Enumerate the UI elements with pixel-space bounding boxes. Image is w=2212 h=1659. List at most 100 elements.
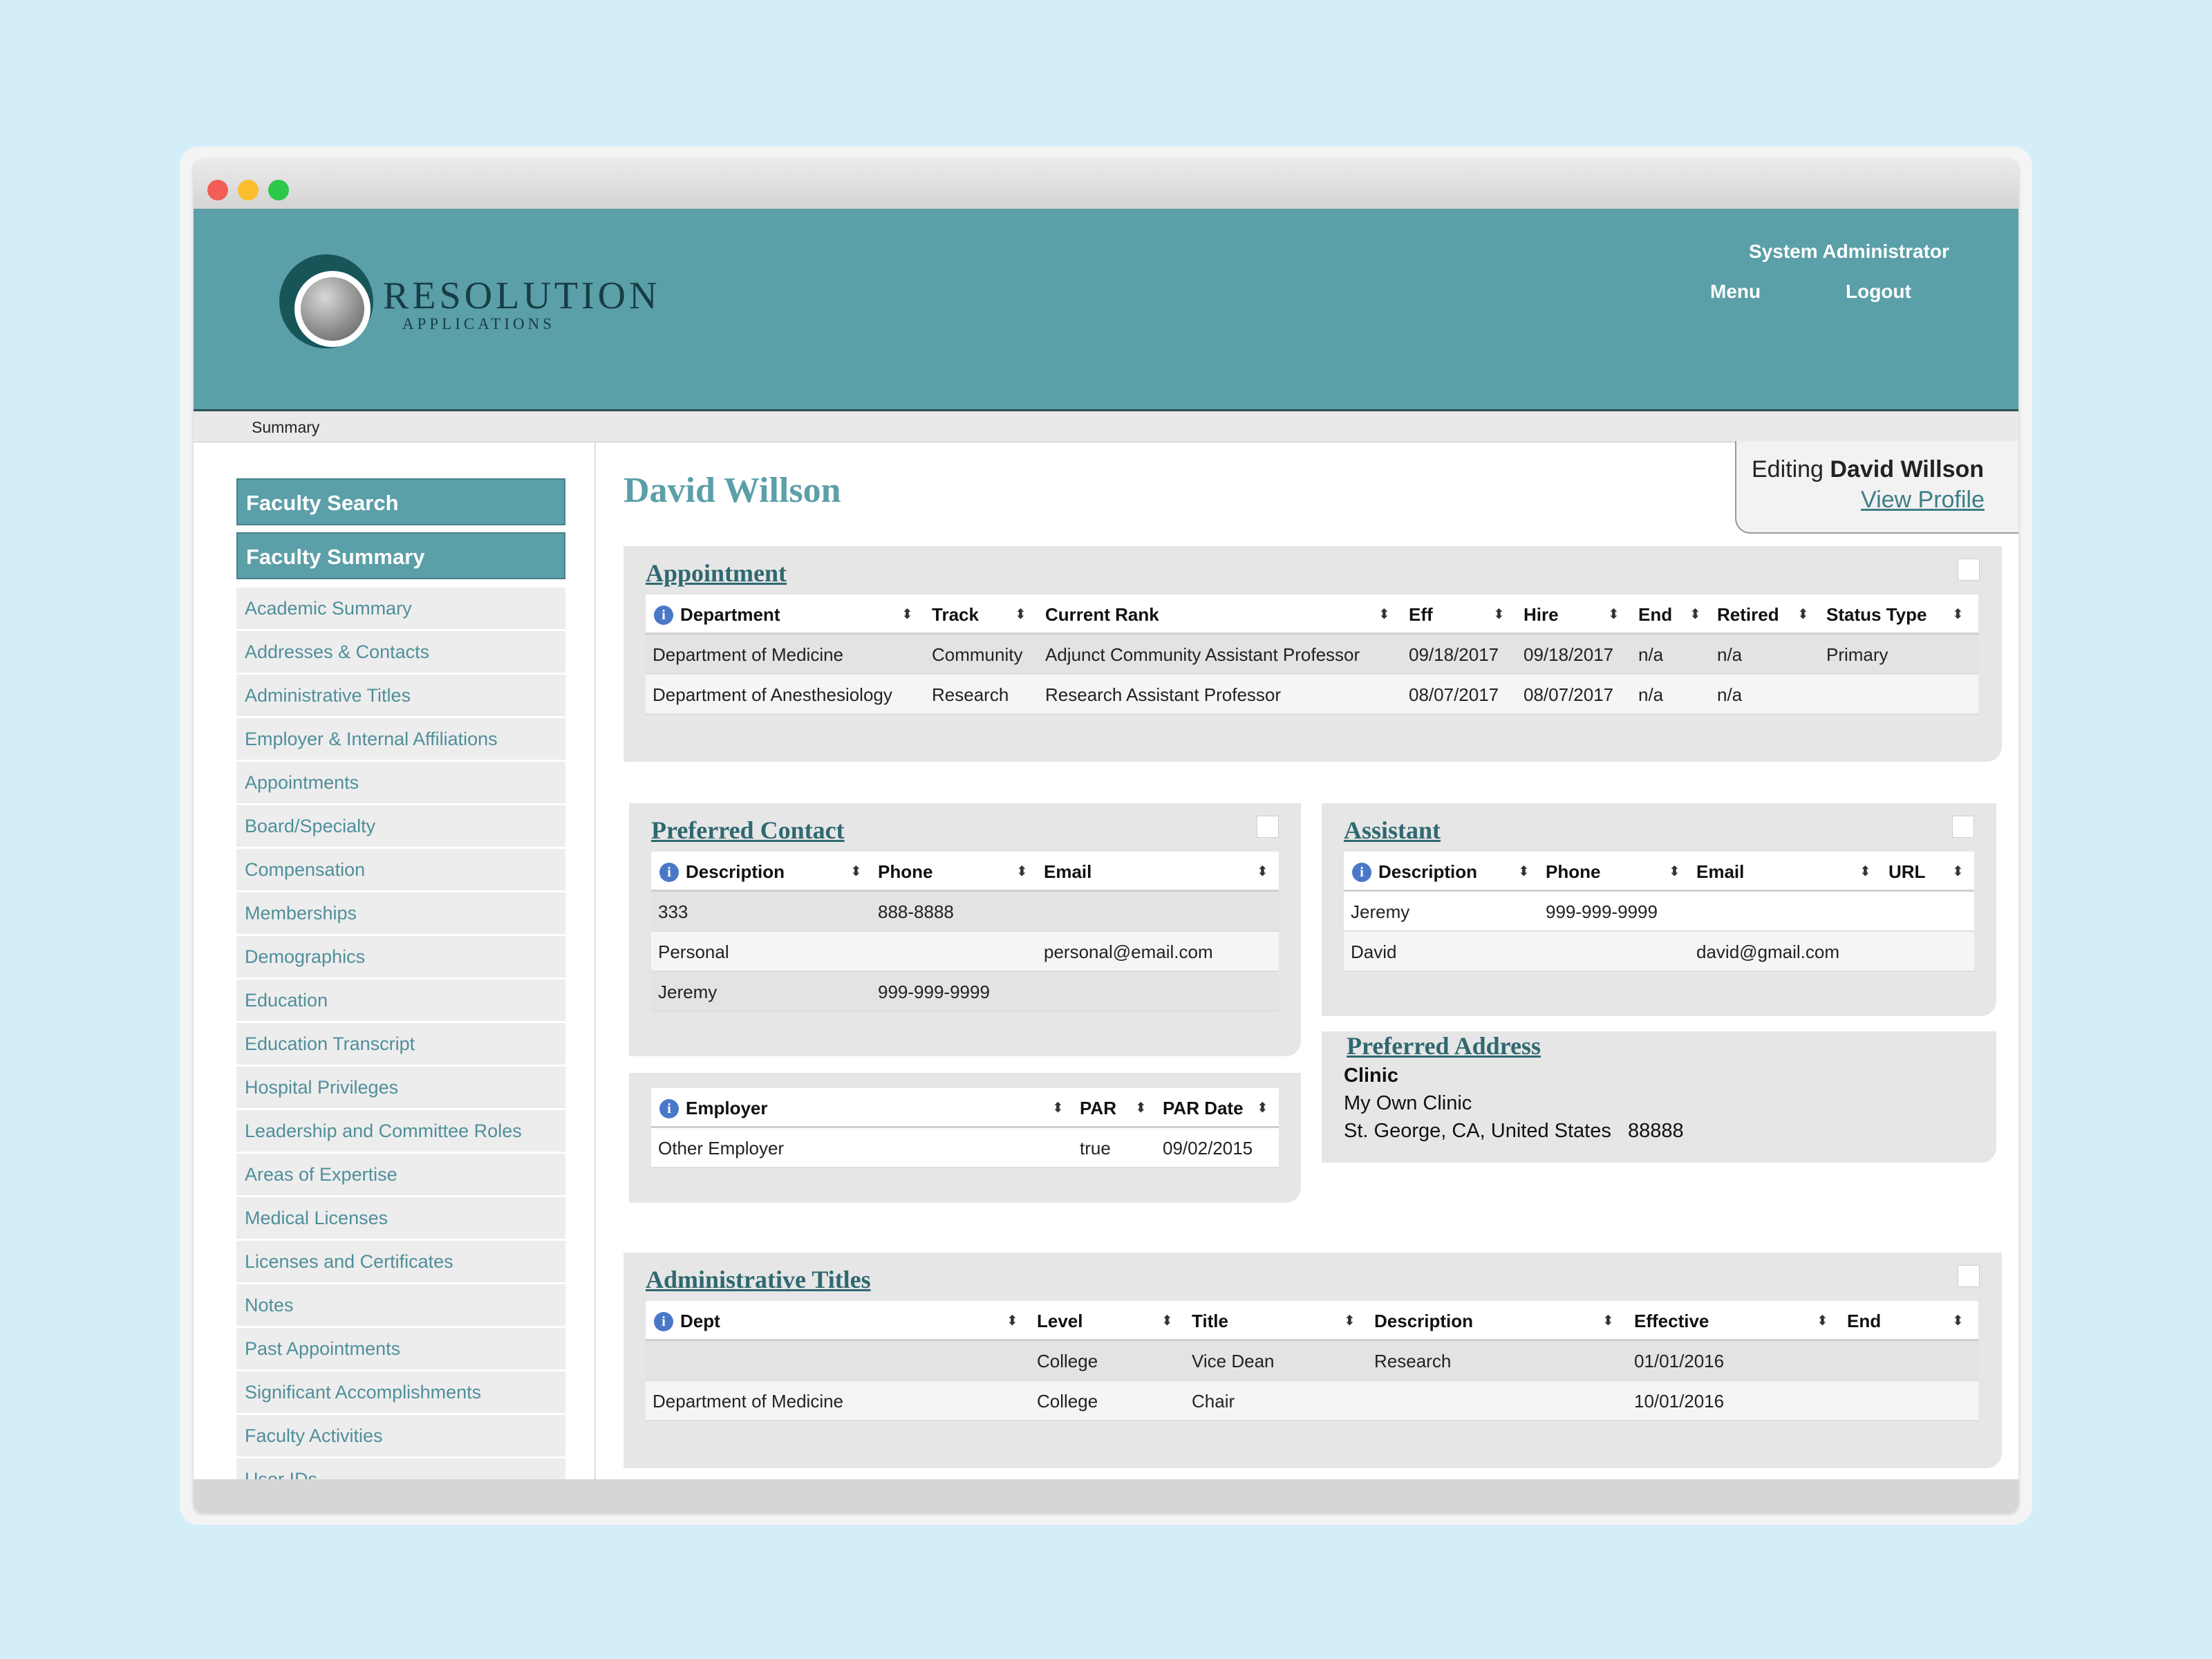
user-role-link[interactable]: System Administrator xyxy=(1749,241,1949,262)
col-par-date[interactable]: PAR Date xyxy=(1163,1098,1244,1118)
sort-icon[interactable]: ⬍ xyxy=(1518,864,1530,879)
resolution-logo[interactable]: RESOLUTION APPLICATIONS xyxy=(279,254,666,358)
sort-icon[interactable]: ⬍ xyxy=(1602,1313,1614,1329)
info-icon[interactable]: i xyxy=(654,606,673,625)
sort-icon[interactable]: ⬍ xyxy=(1669,864,1680,879)
table-row[interactable]: Department of Medicine Community Adjunct… xyxy=(646,635,1978,675)
info-icon[interactable]: i xyxy=(1352,863,1371,882)
col-status-type[interactable]: Status Type xyxy=(1826,604,1927,625)
administrative-titles-select-checkbox[interactable] xyxy=(1958,1265,1980,1287)
info-icon[interactable]: i xyxy=(659,863,679,882)
sort-icon[interactable]: ⬍ xyxy=(1015,607,1027,622)
col-url[interactable]: URL xyxy=(1888,861,1926,882)
sort-icon[interactable]: ⬍ xyxy=(1608,607,1620,622)
sidebar-item-leadership-committee[interactable]: Leadership and Committee Roles xyxy=(236,1110,565,1152)
info-icon[interactable]: i xyxy=(654,1312,673,1331)
sidebar-item-education[interactable]: Education xyxy=(236,980,565,1021)
faculty-search-button[interactable]: Faculty Search xyxy=(236,478,565,525)
col-employer[interactable]: Employer xyxy=(686,1098,768,1118)
sort-icon[interactable]: ⬍ xyxy=(1344,1313,1356,1329)
breadcrumb-item-summary[interactable]: Summary xyxy=(252,418,320,436)
sort-icon[interactable]: ⬍ xyxy=(1817,1313,1828,1329)
sort-icon[interactable]: ⬍ xyxy=(1161,1313,1173,1329)
preferred-address-title[interactable]: Preferred Address xyxy=(1347,1032,1541,1060)
sort-icon[interactable]: ⬍ xyxy=(1257,864,1268,879)
sidebar-item-notes[interactable]: Notes xyxy=(236,1284,565,1326)
col-description[interactable]: Description xyxy=(1374,1311,1474,1331)
sidebar-item-education-transcript[interactable]: Education Transcript xyxy=(236,1023,565,1065)
sidebar-item-appointments[interactable]: Appointments xyxy=(236,762,565,803)
col-description[interactable]: Description xyxy=(1378,861,1478,882)
table-row[interactable]: College Vice Dean Research 01/01/2016 xyxy=(646,1341,1978,1381)
col-dept[interactable]: Dept xyxy=(680,1311,720,1331)
sidebar-item-administrative-titles[interactable]: Administrative Titles xyxy=(236,675,565,716)
col-email[interactable]: Email xyxy=(1696,861,1745,882)
logout-link[interactable]: Logout xyxy=(1846,281,1911,302)
table-row[interactable]: 333 888-8888 xyxy=(651,892,1279,932)
table-row[interactable]: Jeremy 999-999-9999 xyxy=(1344,892,1974,932)
sort-icon[interactable]: ⬍ xyxy=(1493,607,1505,622)
col-description[interactable]: Description xyxy=(686,861,785,882)
preferred-contact-select-checkbox[interactable] xyxy=(1257,816,1279,838)
col-department[interactable]: Department xyxy=(680,604,780,625)
col-retired[interactable]: Retired xyxy=(1717,604,1779,625)
col-phone[interactable]: Phone xyxy=(878,861,933,882)
menu-link[interactable]: Menu xyxy=(1710,281,1761,302)
minimize-window-button[interactable] xyxy=(238,180,259,200)
table-row[interactable]: Department of Medicine College Chair 10/… xyxy=(646,1381,1978,1421)
sidebar-item-employer-affiliations[interactable]: Employer & Internal Affiliations xyxy=(236,718,565,760)
sort-icon[interactable]: ⬍ xyxy=(1859,864,1871,879)
appointment-select-checkbox[interactable] xyxy=(1958,559,1980,581)
table-row[interactable]: Other Employer true 09/02/2015 xyxy=(651,1128,1279,1168)
table-row[interactable]: Personal personal@email.com xyxy=(651,932,1279,972)
col-phone[interactable]: Phone xyxy=(1546,861,1601,882)
col-hire[interactable]: Hire xyxy=(1524,604,1559,625)
close-window-button[interactable] xyxy=(207,180,228,200)
col-end[interactable]: End xyxy=(1847,1311,1882,1331)
sidebar-item-academic-summary[interactable]: Academic Summary xyxy=(236,588,565,629)
sort-icon[interactable]: ⬍ xyxy=(1952,864,1964,879)
sort-icon[interactable]: ⬍ xyxy=(1952,607,1964,622)
sort-icon[interactable]: ⬍ xyxy=(901,607,913,622)
preferred-contact-title[interactable]: Preferred Contact xyxy=(651,816,845,844)
sort-icon[interactable]: ⬍ xyxy=(1016,864,1028,879)
col-par[interactable]: PAR xyxy=(1080,1098,1116,1118)
col-current-rank[interactable]: Current Rank xyxy=(1045,604,1159,625)
administrative-titles-title[interactable]: Administrative Titles xyxy=(646,1266,871,1293)
sort-icon[interactable]: ⬍ xyxy=(1689,607,1701,622)
col-eff[interactable]: Eff xyxy=(1409,604,1433,625)
sidebar-item-areas-of-expertise[interactable]: Areas of Expertise xyxy=(236,1154,565,1195)
sidebar-item-hospital-privileges[interactable]: Hospital Privileges xyxy=(236,1067,565,1108)
sidebar-item-past-appointments[interactable]: Past Appointments xyxy=(236,1328,565,1369)
assistant-title[interactable]: Assistant xyxy=(1344,816,1441,844)
col-level[interactable]: Level xyxy=(1037,1311,1083,1331)
col-title[interactable]: Title xyxy=(1192,1311,1228,1331)
appointment-title[interactable]: Appointment xyxy=(646,559,787,587)
sidebar-item-addresses-contacts[interactable]: Addresses & Contacts xyxy=(236,631,565,673)
col-email[interactable]: Email xyxy=(1044,861,1092,882)
sort-icon[interactable]: ⬍ xyxy=(1052,1100,1064,1116)
maximize-window-button[interactable] xyxy=(268,180,289,200)
view-profile-link[interactable]: View Profile xyxy=(1861,487,1985,513)
sidebar-item-memberships[interactable]: Memberships xyxy=(236,892,565,934)
sort-icon[interactable]: ⬍ xyxy=(1378,607,1390,622)
sidebar-item-significant-accomplishments[interactable]: Significant Accomplishments xyxy=(236,1371,565,1413)
sort-icon[interactable]: ⬍ xyxy=(1952,1313,1964,1329)
sort-icon[interactable]: ⬍ xyxy=(1257,1100,1268,1116)
sidebar-item-licenses-certificates[interactable]: Licenses and Certificates xyxy=(236,1241,565,1282)
sort-icon[interactable]: ⬍ xyxy=(1006,1313,1018,1329)
sidebar-item-faculty-activities[interactable]: Faculty Activities xyxy=(236,1415,565,1456)
col-effective[interactable]: Effective xyxy=(1634,1311,1709,1331)
table-row[interactable]: David david@gmail.com xyxy=(1344,932,1974,972)
sidebar-item-compensation[interactable]: Compensation xyxy=(236,849,565,890)
sort-icon[interactable]: ⬍ xyxy=(1797,607,1809,622)
sort-icon[interactable]: ⬍ xyxy=(1135,1100,1147,1116)
info-icon[interactable]: i xyxy=(659,1099,679,1118)
table-row[interactable]: Jeremy 999-999-9999 xyxy=(651,972,1279,1012)
sidebar-item-demographics[interactable]: Demographics xyxy=(236,936,565,977)
col-track[interactable]: Track xyxy=(932,604,979,625)
sidebar-item-medical-licenses[interactable]: Medical Licenses xyxy=(236,1197,565,1239)
sort-icon[interactable]: ⬍ xyxy=(850,864,862,879)
col-end[interactable]: End xyxy=(1638,604,1673,625)
faculty-summary-button[interactable]: Faculty Summary xyxy=(236,532,565,579)
